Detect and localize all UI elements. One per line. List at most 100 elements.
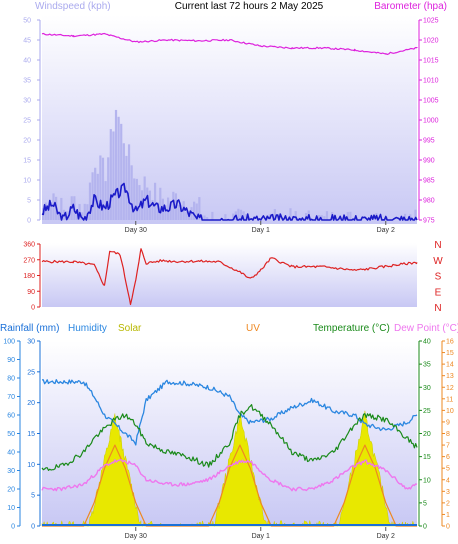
rainfall-legend: Rainfall (mm) — [0, 323, 59, 334]
gust-bar — [117, 116, 120, 220]
gust-bar — [107, 157, 110, 220]
gust-bar — [237, 208, 240, 220]
compass-letter: S — [435, 272, 442, 283]
rainfall-tick-label: 25 — [27, 369, 35, 376]
humidity-legend: Humidity — [68, 323, 107, 334]
humidity-tick-label: 30 — [7, 468, 15, 475]
gust-bar — [94, 167, 97, 220]
gust-bar — [88, 182, 92, 220]
baro-tick-label: 985 — [423, 178, 435, 185]
humidity-tick-label: 20 — [7, 487, 15, 494]
compass-letter: E — [435, 287, 442, 298]
gust-bar — [177, 204, 180, 220]
uv-tick-label: 7 — [446, 443, 450, 450]
direction-tick-label: 270 — [23, 257, 35, 264]
wind-day-label: Day 1 — [252, 227, 270, 234]
gust-bar — [44, 202, 47, 220]
temperature-tick-label: 40 — [423, 339, 431, 346]
baro-tick-label: 990 — [423, 158, 435, 165]
humidity-tick-label: 10 — [7, 505, 15, 512]
gust-bar — [101, 157, 105, 220]
direction-tick-label: 90 — [27, 289, 35, 296]
uv-tick-label: 1 — [446, 512, 450, 519]
gust-bar — [151, 200, 154, 220]
humidity-tick-label: 50 — [7, 431, 15, 438]
uv-tick-label: 0 — [446, 524, 450, 531]
gust-bar — [172, 191, 175, 220]
humidity-tick-label: 80 — [7, 376, 15, 383]
rainfall-tick-label: 15 — [27, 431, 35, 438]
direction-tick-label: 180 — [23, 273, 35, 280]
direction-tick-label: 360 — [23, 242, 35, 249]
gust-bar — [198, 197, 201, 220]
uv-tick-label: 5 — [446, 466, 450, 473]
dewpoint-series-line — [41, 459, 418, 492]
gust-bar — [47, 209, 50, 220]
wind-tick-label: 10 — [23, 178, 31, 185]
wind-tick-label: 45 — [23, 38, 31, 45]
gust-bar — [203, 215, 206, 220]
compass-letter: N — [434, 303, 441, 314]
temperature-series-line — [41, 404, 418, 471]
wind-tick-label: 25 — [23, 118, 31, 125]
humidity-series-line — [41, 379, 418, 446]
gust-bar — [86, 204, 89, 220]
temperature-tick-label: 30 — [423, 385, 431, 392]
temperature-tick-label: 5 — [423, 500, 427, 507]
temperature-tick-label: 10 — [423, 477, 431, 484]
temperature-tick-label: 0 — [423, 524, 427, 531]
uv-legend: UV — [246, 323, 260, 334]
gust-bar — [156, 202, 159, 220]
gust-bar — [206, 217, 209, 220]
gust-bar — [104, 181, 107, 220]
uv-tick-label: 10 — [446, 408, 454, 415]
gust-bar — [169, 201, 172, 220]
wind-day-label: Day 30 — [125, 227, 147, 234]
barometer-series-line — [41, 32, 418, 55]
gust-bar — [96, 173, 99, 220]
humidity-tick-label: 60 — [7, 413, 15, 420]
page-title: Current last 72 hours 2 May 2025 — [175, 1, 324, 12]
uv-tick-label: 6 — [446, 454, 450, 461]
gust-bar — [242, 211, 245, 220]
gust-bar — [60, 197, 63, 220]
gust-bar — [187, 214, 191, 220]
uv-series-line — [42, 444, 417, 527]
gust-bar — [164, 205, 167, 220]
wind-tick-label: 35 — [23, 78, 31, 85]
humidity-tick-label: 100 — [3, 339, 15, 346]
climate-day-label: Day 1 — [252, 533, 270, 540]
climate-day-label: Day 2 — [377, 533, 395, 540]
gust-bar — [239, 209, 243, 220]
uv-tick-label: 2 — [446, 500, 450, 507]
gust-bar — [57, 212, 60, 220]
wind-day-label: Day 2 — [377, 227, 395, 234]
gust-bar — [320, 215, 323, 220]
uv-tick-label: 13 — [446, 373, 454, 380]
gust-bar — [211, 211, 214, 220]
wind-tick-label: 0 — [27, 218, 31, 225]
baro-tick-label: 1015 — [423, 58, 439, 65]
temperature-tick-label: 15 — [423, 454, 431, 461]
uv-tick-label: 12 — [446, 385, 454, 392]
gust-bar — [323, 216, 326, 220]
gust-bar — [403, 213, 407, 220]
gust-bar — [99, 155, 102, 220]
uv-tick-label: 15 — [446, 350, 454, 357]
gust-bar — [130, 165, 133, 220]
wind-tick-label: 15 — [23, 158, 31, 165]
gust-bar — [224, 214, 227, 220]
gust-bar — [318, 215, 321, 220]
temperature-tick-label: 20 — [423, 431, 431, 438]
humidity-tick-label: 90 — [7, 357, 15, 364]
gust-bar — [91, 172, 94, 220]
baro-tick-label: 975 — [423, 218, 435, 225]
uv-tick-label: 3 — [446, 489, 450, 496]
barometer-axis-label: Barometer (hpa) — [374, 1, 447, 12]
gust-bar — [346, 212, 349, 220]
gust-bar — [195, 203, 198, 220]
wind-tick-label: 5 — [27, 198, 31, 205]
wind-tick-label: 30 — [23, 98, 31, 105]
windspeed-series-line — [41, 182, 418, 221]
dewpoint-legend: Dew Point (°C) — [394, 323, 458, 334]
